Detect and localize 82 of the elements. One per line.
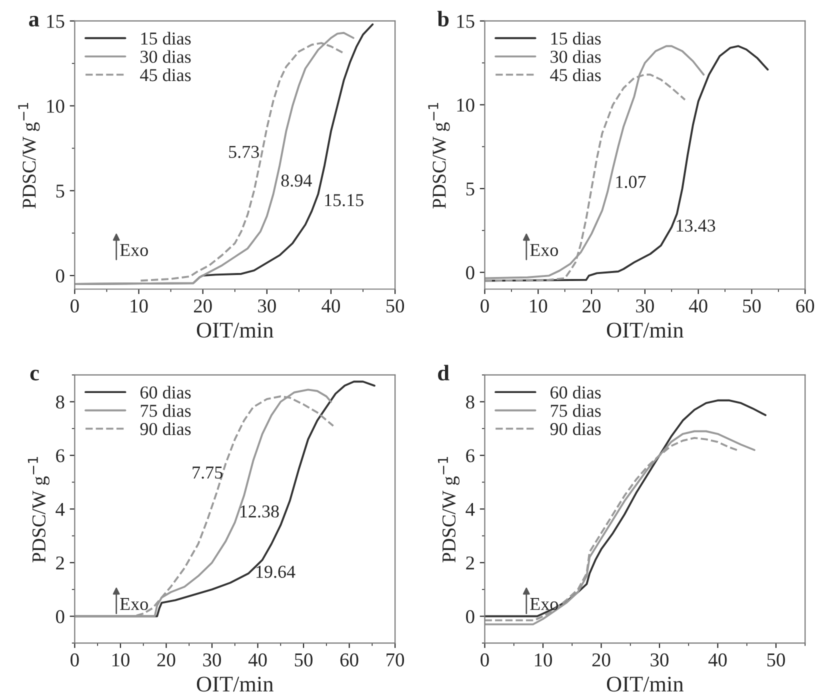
- legend-label: 45 dias: [140, 68, 191, 82]
- x-tick-label: 20: [582, 299, 601, 313]
- x-tick-label: 40: [248, 653, 267, 666]
- x-axis-title: OIT/min: [196, 676, 274, 692]
- x-tick-label: 30: [258, 299, 276, 313]
- y-tick-label: 5: [56, 184, 64, 198]
- x-tick-label: 50: [386, 299, 404, 313]
- y-axis-title: PDSC/W g$^{−1}$: [438, 456, 460, 562]
- legend-label: 90 dias: [550, 422, 601, 436]
- legend-label: 45 dias: [550, 68, 601, 82]
- y-tick-label: 4: [466, 502, 475, 516]
- y-axis-title: PDSC/W g$^{−1}$: [428, 103, 450, 208]
- y-tick-label: 6: [466, 449, 474, 462]
- x-axis-title: OIT/min: [196, 322, 274, 338]
- line-series: [484, 399, 766, 618]
- y-tick-label: 5: [466, 182, 474, 196]
- annotation: 15.15: [325, 194, 364, 206]
- y-tick-label: 4: [56, 502, 65, 516]
- y-axis-title: PDSC/W g$^{−1}$: [18, 103, 40, 208]
- chart-title: b: [437, 10, 449, 27]
- x-tick-label: 0: [70, 299, 79, 313]
- legend-label: 75 dias: [550, 404, 601, 417]
- annotation: Exo: [530, 244, 558, 256]
- chart-title: c: [30, 370, 39, 380]
- y-tick-label: 0: [466, 610, 474, 624]
- x-tick-label: 20: [194, 299, 212, 313]
- legend-label: 30 dias: [550, 50, 601, 63]
- x-tick-label: 10: [112, 653, 130, 666]
- annotation: Exo: [530, 598, 558, 610]
- x-tick-label: 10: [534, 653, 552, 666]
- legend-label: 60 dias: [550, 386, 601, 399]
- annotation: 19.64: [256, 566, 296, 578]
- x-tick-label: 40: [708, 653, 727, 666]
- x-tick-label: 70: [386, 653, 404, 666]
- y-tick-label: 0: [466, 266, 474, 280]
- y-tick-label: 15: [47, 14, 64, 28]
- y-tick-label: 0: [56, 610, 64, 624]
- x-tick-label: 10: [530, 299, 548, 313]
- x-tick-label: 0: [480, 653, 489, 666]
- y-axis-title: PDSC/W g$^{−1}$: [28, 456, 50, 562]
- annotation: 1.07: [616, 176, 646, 188]
- x-tick-label: 40: [322, 299, 340, 313]
- legend-label: 15 dias: [551, 32, 601, 45]
- legend-label: 60 dias: [140, 386, 191, 399]
- x-axis-title: OIT/min: [606, 322, 684, 338]
- x-tick-label: 60: [340, 653, 358, 666]
- y-tick-label: 10: [457, 98, 474, 112]
- y-tick-label: 8: [56, 396, 64, 409]
- legend-label: 30 dias: [140, 50, 191, 63]
- x-tick-label: 10: [130, 299, 148, 313]
- chart-title: d: [438, 364, 450, 380]
- annotation: Exo: [120, 598, 148, 610]
- x-tick-label: 40: [688, 299, 708, 313]
- annotation: 12.38: [240, 505, 279, 518]
- x-tick-label: 50: [294, 653, 313, 666]
- x-tick-label: 0: [480, 299, 489, 313]
- legend-label: 90 dias: [140, 422, 191, 436]
- x-axis-title: OIT/min: [606, 676, 684, 692]
- x-tick-label: 0: [70, 653, 79, 666]
- legend-label: 15 dias: [141, 32, 191, 45]
- x-tick-label: 30: [650, 653, 668, 666]
- x-tick-label: 30: [203, 653, 221, 666]
- x-tick-label: 20: [592, 653, 610, 666]
- y-tick-label: 6: [56, 449, 64, 462]
- annotation: 8.94: [281, 174, 312, 187]
- x-tick-label: 20: [157, 653, 176, 666]
- annotation: 13.43: [676, 220, 716, 232]
- y-tick-label: 10: [47, 100, 64, 113]
- x-tick-label: 50: [743, 299, 761, 313]
- x-tick-label: 60: [796, 299, 814, 313]
- y-tick-label: 2: [466, 556, 474, 570]
- y-tick-label: 2: [56, 556, 64, 570]
- legend-label: 75 dias: [140, 404, 191, 417]
- x-tick-label: 50: [767, 653, 785, 666]
- y-tick-label: 8: [466, 396, 474, 409]
- chart-title: a: [29, 16, 40, 27]
- y-tick-label: 15: [457, 14, 474, 28]
- annotation: 5.73: [229, 146, 259, 158]
- annotation: 7.75: [192, 466, 222, 479]
- annotation: Exo: [120, 244, 148, 256]
- x-tick-label: 30: [636, 299, 654, 313]
- y-tick-label: 0: [56, 269, 64, 282]
